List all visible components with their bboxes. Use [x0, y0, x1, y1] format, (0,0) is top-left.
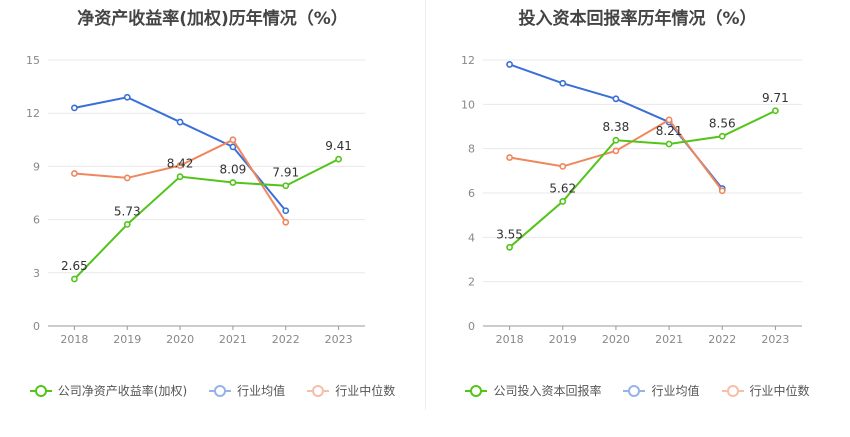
data-point [559, 162, 567, 170]
legend-swatch [307, 384, 330, 397]
data-point [282, 218, 290, 226]
data-point [612, 136, 620, 144]
data-point [71, 170, 78, 177]
data-point [665, 116, 673, 124]
legend-swatch [623, 384, 646, 397]
series-line-1 [74, 96, 287, 212]
y-tick-label: 6 [468, 187, 475, 200]
x-tick-label: 2019 [113, 333, 141, 346]
data-label: 2.65 [61, 259, 88, 273]
legend-swatch [721, 384, 744, 397]
y-tick-label: 4 [468, 231, 475, 244]
data-point [612, 147, 620, 155]
data-point [123, 174, 131, 182]
data-label: 8.42 [167, 157, 194, 171]
x-tick-label: 2021 [655, 333, 683, 346]
panel-divider [425, 0, 426, 410]
y-tick-label: 8 [468, 143, 475, 156]
data-label: 8.09 [220, 163, 247, 177]
data-point [176, 173, 184, 181]
data-point [229, 136, 237, 144]
x-tick-label: 2018 [496, 333, 524, 346]
data-point [772, 107, 779, 115]
x-tick-label: 2018 [60, 333, 88, 346]
data-point [559, 79, 567, 87]
legend-label: 行业均值 [237, 384, 286, 398]
data-point [71, 104, 78, 112]
data-point [718, 132, 726, 140]
roe-chart-legend: 公司净资产收益率(加权) 行业均值 行业中位数 [0, 382, 425, 399]
legend-label: 行业中位数 [749, 384, 810, 398]
roic-chart-legend: 公司投入资本回报率 行业均值 行业中位数 [425, 382, 850, 399]
y-tick-label: 10 [461, 98, 475, 111]
data-point [176, 162, 184, 169]
series-line-0 [73, 158, 340, 280]
legend-swatch [29, 384, 52, 397]
data-point [506, 154, 513, 161]
data-label: 5.73 [114, 204, 141, 218]
y-tick-label: 9 [33, 160, 40, 173]
data-point [282, 207, 290, 215]
series-line-2 [74, 138, 287, 223]
y-tick-label: 15 [26, 54, 40, 67]
data-point [612, 95, 620, 103]
roic-chart-svg: 0 2 4 6 8 10 12 2018 2019 2020 2021 2022 2023 3.55 5.6… [461, 54, 802, 346]
y-tick-label: 6 [33, 214, 40, 227]
data-point [123, 220, 131, 228]
legend-item[interactable]: 行业中位数 [307, 382, 395, 399]
data-point [282, 182, 290, 190]
legend-swatch [209, 384, 232, 397]
x-tick-label: 2023 [761, 333, 789, 346]
data-label: 3.55 [496, 227, 523, 241]
data-point [71, 275, 78, 283]
y-tick-label: 12 [26, 107, 40, 120]
data-point [559, 198, 567, 205]
data-point [665, 140, 673, 148]
roic-chart-panel: 投入资本回报率历年情况（%） 0 2 4 6 8 10 12 2018 2019 2020 2021… [425, 0, 850, 437]
data-label: 9.41 [325, 139, 352, 153]
series-line-0 [508, 109, 776, 249]
legend-label: 行业中位数 [335, 384, 396, 398]
legend-label: 行业均值 [651, 384, 700, 398]
x-tick-label: 2023 [325, 333, 353, 346]
legend-item[interactable]: 行业均值 [623, 382, 700, 399]
data-label: 9.71 [762, 91, 789, 105]
legend-label: 公司投入资本回报率 [493, 384, 602, 398]
x-tick-label: 2022 [272, 333, 300, 346]
x-tick-label: 2020 [166, 333, 194, 346]
data-point [335, 155, 342, 163]
y-tick-label: 0 [468, 320, 475, 333]
x-tick-label: 2022 [708, 333, 736, 346]
data-label: 5.62 [549, 181, 576, 195]
legend-item[interactable]: 公司净资产收益率(加权) [29, 382, 188, 399]
legend-item[interactable]: 公司投入资本回报率 [465, 382, 601, 399]
roe-chart-title: 净资产收益率(加权)历年情况（%） [77, 9, 348, 29]
data-point [506, 61, 513, 68]
data-label: 8.38 [603, 120, 630, 134]
y-tick-label: 12 [461, 54, 475, 67]
y-tick-label: 3 [33, 267, 40, 280]
legend-item[interactable]: 行业中位数 [721, 382, 810, 399]
data-label: 8.56 [709, 116, 736, 130]
data-point [176, 118, 184, 126]
data-label: 7.91 [272, 166, 299, 180]
data-point [123, 93, 131, 101]
legend-item[interactable]: 行业均值 [209, 382, 285, 399]
data-point [506, 243, 513, 251]
data-point [229, 143, 237, 151]
y-tick-label: 0 [33, 320, 40, 333]
data-label: 8.21 [656, 124, 683, 138]
x-tick-label: 2020 [602, 333, 630, 346]
legend-label: 公司净资产收益率(加权) [57, 384, 188, 398]
roic-chart-title: 投入资本回报率历年情况（%） [518, 9, 757, 29]
x-tick-label: 2021 [219, 333, 247, 346]
legend-swatch [465, 384, 488, 397]
data-point [718, 187, 726, 195]
roe-chart-panel: 净资产收益率(加权)历年情况（%） 0 3 6 9 12 15 2018 2019 2020 20… [0, 9, 425, 399]
roe-chart-svg: 0 3 6 9 12 15 2018 2019 2020 2021 2022 2023 2.65 5.73… [26, 54, 365, 346]
y-tick-label: 2 [468, 276, 475, 289]
data-point [229, 179, 237, 186]
x-tick-label: 2019 [549, 333, 577, 346]
